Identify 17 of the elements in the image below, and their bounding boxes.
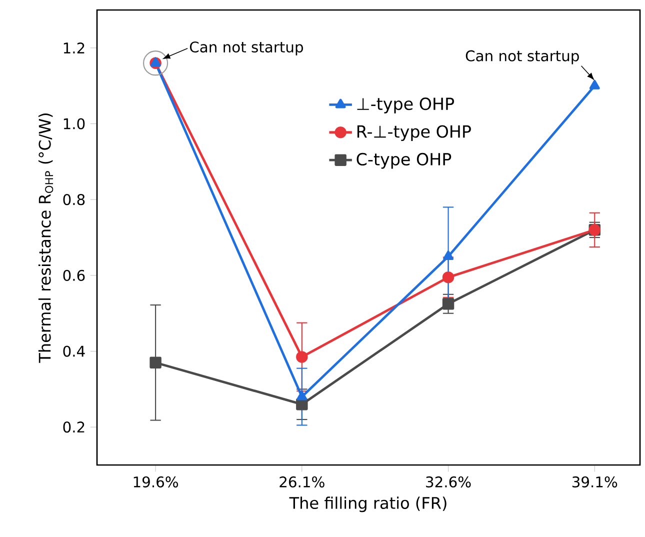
x-tick-label: 19.6%	[134, 476, 178, 488]
y-tick-label: 1.2	[64, 42, 84, 54]
x-tick-label: 39.1%	[572, 476, 618, 488]
legend-label: C-type OHP	[356, 152, 452, 169]
annotation: Can not startup	[466, 50, 579, 64]
x-tick-label: 26.1%	[280, 476, 324, 488]
x-axis-title: The filling ratio (FR)	[289, 496, 446, 512]
x-tick-label: 32.6%	[426, 476, 471, 488]
y-tick-label: 0.2	[63, 422, 84, 433]
y-tick-label: 1.0	[64, 118, 85, 130]
y-tick-label: 0.6	[63, 270, 85, 281]
y-tick-label: 0.4	[63, 346, 85, 357]
y-tick-label: 0.8	[63, 194, 85, 206]
legend-label: ⊥-type OHP	[357, 97, 454, 114]
legend-label: R-⊥-type OHP	[357, 125, 471, 142]
y-axis-title: Thermal resistance R$_{OHP}$ (°C/W)	[38, 114, 54, 363]
annotation: Can not startup	[190, 41, 303, 56]
